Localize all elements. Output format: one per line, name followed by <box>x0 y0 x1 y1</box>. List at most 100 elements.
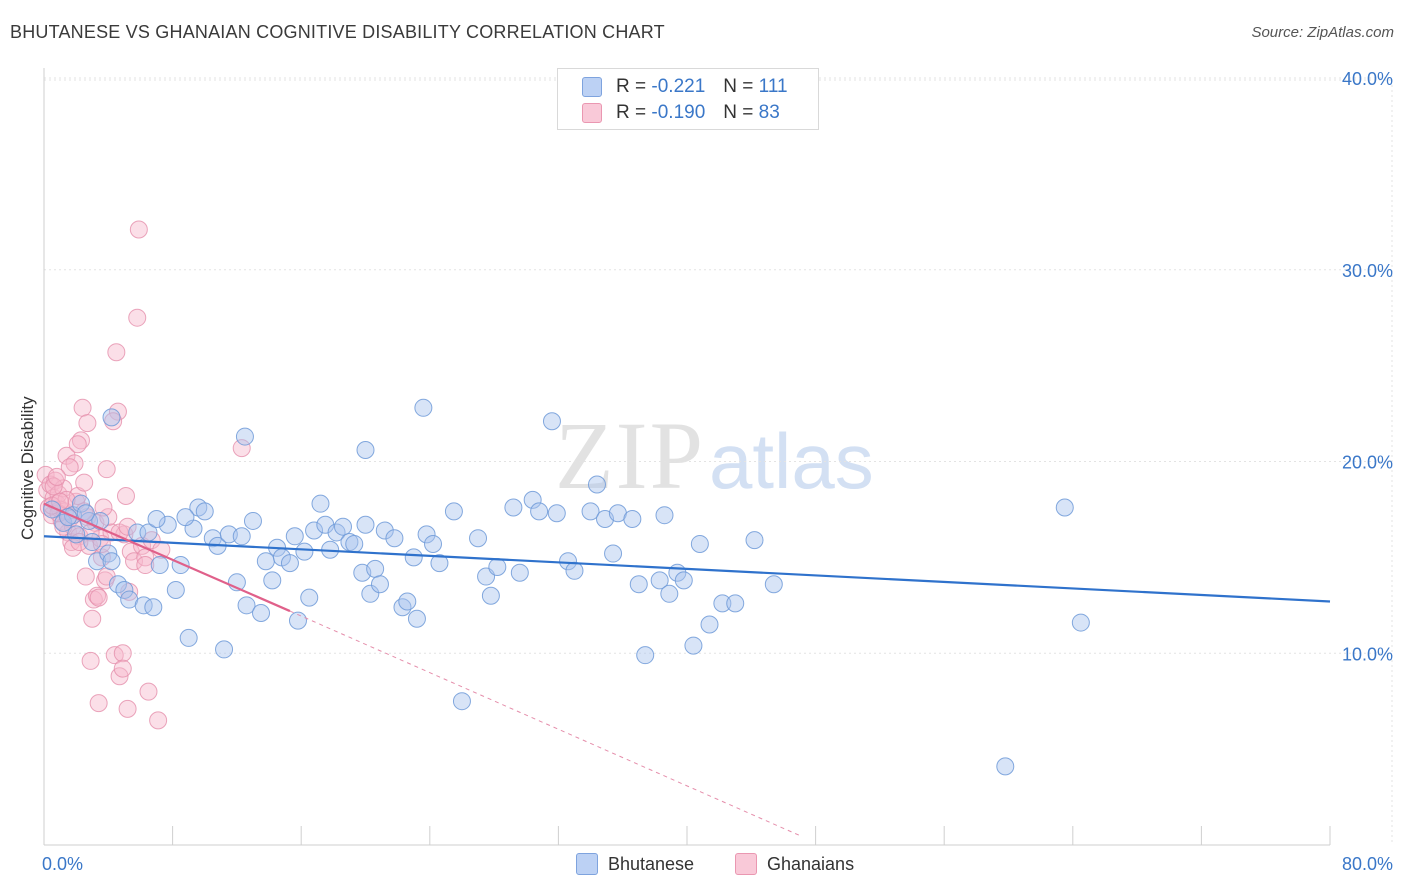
legend-row-ghanaians: R = -0.190 N = 83 <box>582 101 780 125</box>
bhutanese-point <box>195 502 214 521</box>
bhutanese-point <box>252 603 271 622</box>
bhutanese-point <box>636 646 655 665</box>
ghanaians-swatch <box>582 103 602 123</box>
ghanaians-point <box>81 651 100 670</box>
bhutanese-point <box>83 533 102 552</box>
bhutanese-point <box>523 490 542 509</box>
bhutanese-point <box>256 552 275 571</box>
bhutanese-point <box>176 508 195 527</box>
ghanaians-point <box>107 343 126 362</box>
ghanaians-point <box>78 414 97 433</box>
ghanaians-point <box>125 552 144 571</box>
watermark-atlas: atlas <box>709 417 874 505</box>
bhutanese-point <box>604 544 623 563</box>
trend-lines <box>43 502 1331 836</box>
ghanaians-point <box>129 220 148 239</box>
ghanaians-point <box>149 711 168 730</box>
bhutanese-point <box>345 534 364 553</box>
legend-row-bhutanese: R = -0.221 N = 111 <box>582 75 788 99</box>
bhutanese-point <box>144 598 163 617</box>
ghanaians-point <box>83 609 102 628</box>
bhutanese-point <box>356 440 375 459</box>
bhutanese-point <box>158 515 177 534</box>
bhutanese-point <box>444 502 463 521</box>
bhutanese-point <box>469 529 488 548</box>
bhutanese-point <box>660 584 679 603</box>
bhutanese-point <box>407 609 426 628</box>
ghanaians-point <box>118 517 137 536</box>
y-axis-label: Cognitive Disability <box>18 396 37 540</box>
bhutanese-point <box>305 521 324 540</box>
axes <box>43 68 1331 846</box>
bhutanese-point <box>285 527 304 546</box>
bhutanese-point <box>629 575 648 594</box>
chart-source: Source: ZipAtlas.com <box>1251 24 1394 41</box>
ghanaians-point <box>94 498 113 517</box>
ghanaians-r-value: -0.190 <box>651 102 706 123</box>
bhutanese-point <box>71 494 90 513</box>
ghanaians-point <box>76 567 95 586</box>
ghanaians-point <box>118 699 137 718</box>
tick-labels: 10.0% 20.0% 30.0% 40.0% 0.0% 80.0% <box>42 69 1393 874</box>
legend-item-bhutanese: Bhutanese <box>576 852 694 876</box>
ghanaians-point <box>113 644 132 663</box>
bhutanese-legend-label: Bhutanese <box>608 853 695 874</box>
ghanaians-legend-label: Ghanaians <box>767 853 855 874</box>
bhutanese-point <box>547 504 566 523</box>
bhutanese-point <box>288 611 307 630</box>
bhutanese-point <box>398 592 417 611</box>
ghanaians-point <box>89 694 108 713</box>
bhutanese-point <box>559 552 578 571</box>
bhutanese-point <box>295 542 314 561</box>
n-label: N = <box>723 76 754 97</box>
bhutanese-point <box>417 525 436 544</box>
x-tick-label-max: 80.0% <box>1342 854 1393 874</box>
ghanaians-n-value: 83 <box>758 102 780 123</box>
bhutanese-point <box>684 636 703 655</box>
watermark: ZIPatlas <box>555 400 874 511</box>
grid-lines <box>44 77 1393 845</box>
bhutanese-point <box>147 510 166 529</box>
bhutanese-point <box>1055 498 1074 517</box>
ghanaians-point <box>136 556 155 575</box>
bhutanese-legend-swatch <box>576 853 598 875</box>
bhutanese-trend-line <box>43 535 1331 603</box>
bhutanese-point <box>488 557 507 576</box>
bhutanese-point <box>102 552 121 571</box>
bhutanese-point <box>115 580 134 599</box>
ghanaians-trend-line <box>43 502 291 613</box>
x-tick-label-min: 0.0% <box>42 854 83 874</box>
bhutanese-point <box>102 408 121 427</box>
bhutanese-point <box>587 475 606 494</box>
bhutanese-point <box>690 534 709 553</box>
ghanaians-legend-swatch <box>735 853 757 875</box>
bhutanese-n-value: 111 <box>758 76 788 97</box>
bhutanese-point <box>237 596 256 615</box>
watermark-zip: ZIP <box>555 402 705 509</box>
bhutanese-point <box>67 525 86 544</box>
ghanaians-point <box>68 435 87 454</box>
correlation-legend: R = -0.221 N = 111 R = -0.190 N = 83 <box>557 68 819 130</box>
bhutanese-point <box>764 575 783 594</box>
bhutanese-point <box>54 513 73 532</box>
bhutanese-point <box>581 502 600 521</box>
bhutanese-point <box>745 531 764 550</box>
bhutanese-point <box>623 510 642 529</box>
bhutanese-point <box>1071 613 1090 632</box>
bhutanese-point <box>243 511 262 530</box>
bhutanese-point <box>232 527 251 546</box>
n-label: N = <box>723 102 754 123</box>
ghanaians-point <box>128 308 147 327</box>
bhutanese-point <box>481 586 500 605</box>
bhutanese-point <box>542 412 561 431</box>
bhutanese-point <box>393 598 412 617</box>
bhutanese-point <box>215 640 234 659</box>
bhutanese-point <box>375 521 394 540</box>
ghanaians-point <box>44 477 63 496</box>
bhutanese-points <box>43 398 1090 776</box>
bhutanese-point <box>424 534 443 553</box>
bhutanese-point <box>452 692 471 711</box>
bhutanese-point <box>370 575 389 594</box>
bhutanese-point <box>996 757 1015 776</box>
